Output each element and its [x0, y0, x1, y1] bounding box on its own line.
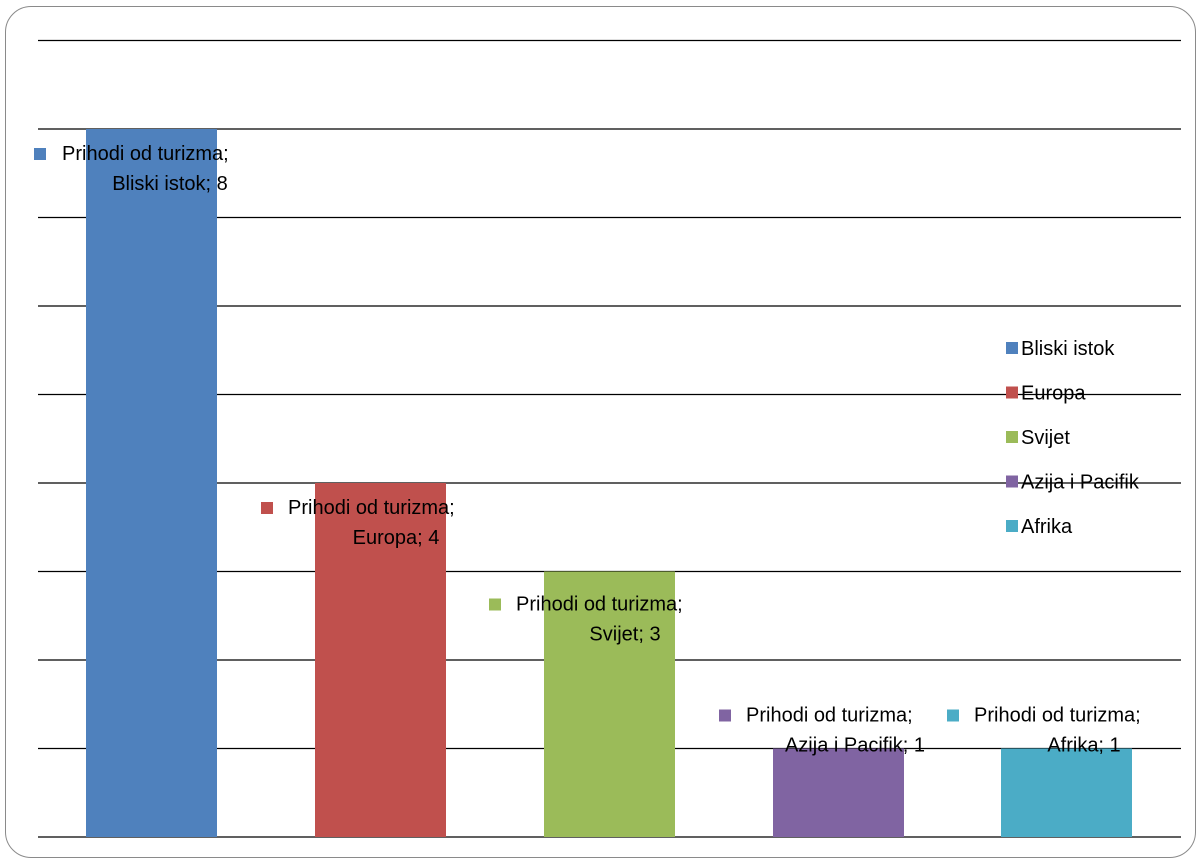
bar-svijet — [544, 571, 675, 837]
bar-bliski-istok — [86, 129, 217, 837]
legend-swatch — [1006, 342, 1018, 354]
legend-swatch — [1006, 520, 1018, 532]
data-label-line1: Prihodi od turizma; — [974, 705, 1141, 727]
data-label-line1: Prihodi od turizma; — [288, 497, 455, 519]
gridlines — [38, 39, 1181, 838]
data-label-line1: Prihodi od turizma; — [746, 705, 913, 727]
bars — [86, 129, 1132, 837]
data-label-line2: Afrika; 1 — [1047, 735, 1120, 757]
legend-swatch — [1006, 431, 1018, 443]
legend-item-azija-i-pacifik: Azija i Pacifik — [1021, 472, 1140, 494]
legend: Bliski istok Europa Svijet Azija i Pacifik A… — [1006, 338, 1140, 538]
bar-europa — [315, 483, 446, 837]
data-label-marker — [489, 598, 501, 611]
data-label-line2: Bliski istok; 8 — [112, 173, 228, 195]
legend-item-europa: Europa — [1021, 383, 1086, 405]
legend-item-afrika: Afrika — [1021, 516, 1073, 538]
data-label-line1: Prihodi od turizma; — [516, 594, 683, 616]
data-label-marker — [719, 709, 731, 722]
data-label-line2: Azija i Pacifik; 1 — [785, 735, 925, 757]
bar-azija-i-pacifik — [773, 748, 904, 837]
legend-item-svijet: Svijet — [1021, 427, 1070, 449]
legend-swatch — [1006, 386, 1018, 399]
data-label-marker — [947, 709, 959, 722]
data-label-marker — [34, 148, 46, 160]
data-label-marker — [261, 502, 273, 514]
data-label-line2: Svijet; 3 — [589, 624, 660, 646]
legend-item-bliski-istok: Bliski istok — [1021, 338, 1115, 360]
legend-swatch — [1006, 475, 1018, 488]
data-label-line2: Europa; 4 — [353, 527, 440, 549]
bar-afrika — [1001, 748, 1132, 837]
data-labels: Prihodi od turizma; Bliski istok; 8 Prihod… — [34, 143, 1141, 757]
data-label-line1: Prihodi od turizma; — [62, 143, 229, 165]
